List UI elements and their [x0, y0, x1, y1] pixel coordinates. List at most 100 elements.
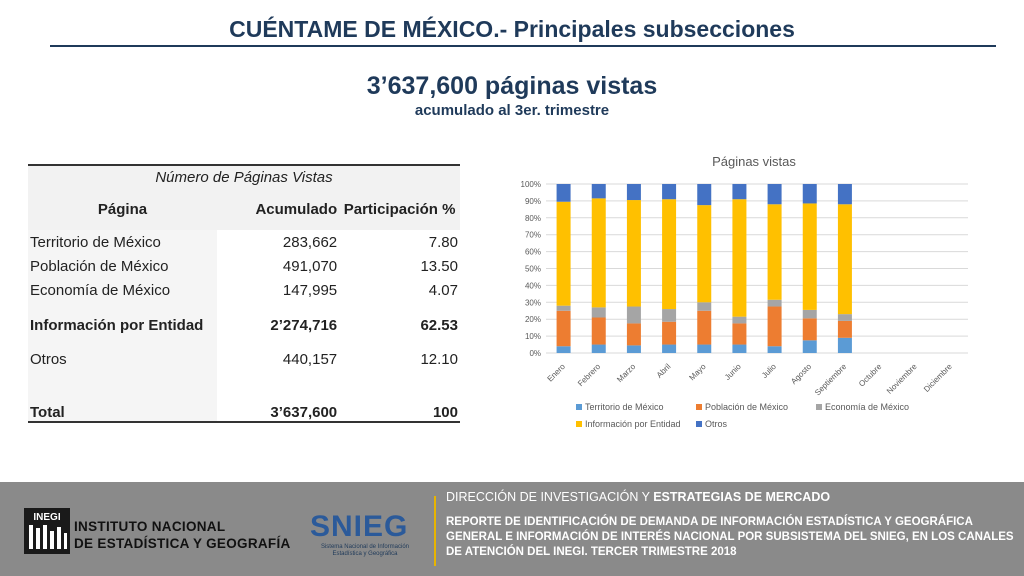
y-tick-label: 70% [525, 231, 541, 240]
bar-segment [591, 344, 606, 353]
bar-segment [697, 344, 712, 353]
bar-segment [767, 204, 782, 300]
direction-prefix: DIRECCIÓN DE INVESTIGACIÓN Y [446, 490, 654, 504]
bar-segment [556, 184, 571, 202]
legend-label: Población de México [705, 402, 788, 412]
legend-swatch [696, 404, 702, 410]
legend-swatch [696, 421, 702, 427]
y-tick-label: 0% [529, 349, 541, 358]
x-tick-label: Julio [760, 362, 778, 380]
y-tick-label: 30% [525, 298, 541, 307]
y-tick-label: 40% [525, 281, 541, 290]
cell-total-label: Total [28, 403, 217, 423]
bar-segment [697, 302, 712, 311]
bar-segment [697, 205, 712, 303]
cell-page: Territorio de México [28, 230, 217, 254]
legend-swatch [576, 421, 582, 427]
legend-label: Otros [705, 419, 728, 429]
bar-segment [732, 344, 747, 353]
col-header-participacion: Participación % [339, 188, 460, 230]
cell-participacion: 7.80 [428, 233, 458, 251]
bar-segment [767, 184, 782, 205]
cell-acumulado: 2’274,716 [270, 316, 338, 334]
chart-title: Páginas vistas [712, 154, 796, 169]
legend-swatch [816, 404, 822, 410]
bar-segment [626, 323, 641, 346]
cell-acumulado: 147,995 [282, 281, 338, 299]
bar-segment [626, 200, 641, 307]
page-views-chart: Páginas vistas 0% 10% 20% 30% 40% 50% 60% 70% 80%… [508, 148, 976, 443]
x-tick-label: Diciembre [922, 362, 954, 394]
footer-band [0, 482, 1024, 576]
table-total-row: Total 3’637,600 100 [28, 403, 460, 423]
legend-label: Economía de México [825, 402, 909, 412]
bar-segment [802, 340, 817, 353]
x-tick-label: Octubre [857, 362, 884, 389]
bar-segment [837, 320, 852, 338]
bar-segment [802, 309, 817, 319]
direction-title: DIRECCIÓN DE INVESTIGACIÓN Y ESTRATEGIAS… [446, 490, 830, 504]
x-tick-label: Marzo [615, 362, 637, 384]
bar-segment [837, 184, 852, 205]
cell-page: Población de México [28, 254, 217, 278]
table-row: Información por Entidad 2’274,716 62.53 [28, 302, 460, 348]
cell-participacion: 4.07 [428, 281, 458, 299]
bar-segment [697, 184, 712, 206]
legend-label: Territorio de México [585, 402, 664, 412]
cell-acumulado: 283,662 [282, 233, 338, 251]
cell-acumulado: 440,157 [282, 351, 338, 368]
bar-segment [662, 344, 677, 353]
x-tick-label: Enero [546, 362, 568, 384]
x-tick-label: Junio [723, 362, 743, 382]
direction-name: ESTRATEGIAS DE MERCADO [653, 490, 831, 504]
snieg-logo: SNIEG [310, 510, 409, 543]
cell-acumulado: 491,070 [282, 257, 338, 275]
inegi-logo: INEGI [24, 508, 70, 554]
bar-segment [556, 346, 571, 353]
legend-label: Información por Entidad [585, 419, 681, 429]
x-tick-label: Mayo [687, 362, 708, 383]
y-tick-label: 100% [521, 180, 541, 189]
bar-segment [626, 184, 641, 201]
x-tick-label: Agosto [789, 362, 813, 386]
table-row: Territorio de México 283,662 7.80 [28, 230, 460, 254]
bar-segment [732, 316, 747, 324]
table-row: Población de México 491,070 13.50 [28, 254, 460, 278]
y-tick-label: 60% [525, 248, 541, 257]
x-tick-label: Febrero [576, 362, 603, 389]
institute-name-line2: DE ESTADÍSTICA Y GEOGRAFÍA [74, 536, 291, 551]
y-tick-label: 50% [525, 265, 541, 274]
bar-segment [802, 184, 817, 204]
col-header-acumulado: Acumulado [216, 188, 340, 230]
cell-participacion: 62.53 [420, 316, 458, 334]
bar-segment [837, 337, 852, 353]
institute-name-line1: INSTITUTO NACIONAL [74, 519, 226, 534]
table-row: Otros 440,157 12.10 [28, 348, 460, 403]
snieg-subtitle: Sistema Nacional de Información Estadíst… [320, 544, 410, 557]
bar-segment [591, 307, 606, 318]
svg-text:INEGI: INEGI [33, 512, 60, 523]
cell-page: Información por Entidad [28, 302, 217, 348]
bar-segment [556, 201, 571, 306]
x-tick-label: Noviembre [885, 362, 919, 396]
bar-segment [591, 317, 606, 345]
bar-segment [662, 199, 677, 310]
stacked-bar-chart: Páginas vistas 0% 10% 20% 30% 40% 50% 60% 70% 80%… [521, 154, 968, 429]
bar-segment [732, 184, 747, 200]
cell-page: Otros [28, 348, 217, 403]
page-title: CUÉNTAME DE MÉXICO.- Principales subsecc… [229, 16, 795, 42]
headline-total-views: 3’637,600 páginas vistas [366, 72, 658, 100]
report-description: REPORTE DE IDENTIFICACIÓN DE DEMANDA DE … [446, 516, 1014, 558]
bar-segment [556, 310, 571, 347]
bar-segment [662, 309, 677, 322]
x-tick-label: Abril [655, 362, 673, 380]
bar-segment [697, 310, 712, 345]
bar-segment [837, 314, 852, 321]
bar-segment [662, 321, 677, 345]
bar-segment [837, 204, 852, 315]
cell-total-acumulado: 3’637,600 [216, 403, 340, 423]
bar-segment [626, 306, 641, 324]
col-header-pagina: Página [28, 188, 217, 230]
bar-segment [767, 299, 782, 307]
bar-segment [732, 199, 747, 317]
